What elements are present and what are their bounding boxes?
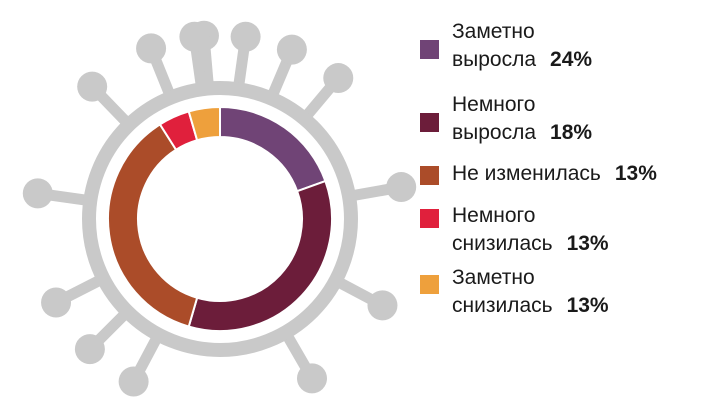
- legend-swatch: [420, 40, 439, 59]
- virus-decoration: [22, 20, 417, 397]
- legend-value: 13%: [566, 232, 609, 255]
- legend-text: Не изменилась 13%: [452, 160, 657, 188]
- legend-label-line: выросла: [452, 121, 537, 144]
- virus-spike-knob: [367, 290, 398, 321]
- virus-spike-knob: [77, 71, 108, 102]
- legend-label-line: Заметно: [452, 266, 535, 289]
- donut-slice-2: [107, 123, 199, 328]
- legend-label-line: снизилась: [452, 294, 553, 317]
- virus-spike-knob: [74, 334, 105, 365]
- legend-swatch: [420, 166, 439, 185]
- legend-swatch: [420, 275, 439, 294]
- virus-spike-knob: [297, 363, 327, 394]
- virus-spike-knob: [41, 287, 72, 318]
- donut-chart: [107, 105, 333, 332]
- legend-value: 13%: [614, 162, 657, 185]
- legend-label-line: снизилась: [452, 232, 553, 255]
- virus-spike-knob: [136, 33, 167, 64]
- virus-spike-knob: [22, 178, 53, 209]
- legend-text: Немного снизилась 13%: [452, 202, 609, 258]
- legend-value: 18%: [550, 121, 593, 144]
- legend-text: Заметно снизилась 13%: [452, 264, 609, 320]
- legend-value: 24%: [550, 48, 593, 71]
- legend-text: Заметно выросла 24%: [452, 18, 592, 74]
- virus-spike-knob: [386, 172, 417, 203]
- legend-text: Немного выросла 18%: [452, 91, 592, 147]
- legend-value: 13%: [566, 294, 609, 317]
- legend-swatch: [420, 209, 439, 228]
- legend-label-line: Заметно: [452, 20, 535, 43]
- virus-spike-knob: [118, 366, 149, 397]
- donut-slice-4: [187, 105, 221, 142]
- virus-spike-knob: [276, 34, 307, 65]
- virus-spike-knob: [230, 21, 261, 52]
- virus-spike-knob: [323, 63, 354, 94]
- legend-label-line: Немного: [452, 204, 536, 227]
- legend-label-line: Немного: [452, 93, 536, 116]
- virus-spike-knob: [179, 21, 210, 52]
- legend-label-line: Не изменилась: [452, 162, 601, 185]
- legend-swatch: [420, 113, 439, 132]
- legend-label-line: выросла: [452, 48, 537, 71]
